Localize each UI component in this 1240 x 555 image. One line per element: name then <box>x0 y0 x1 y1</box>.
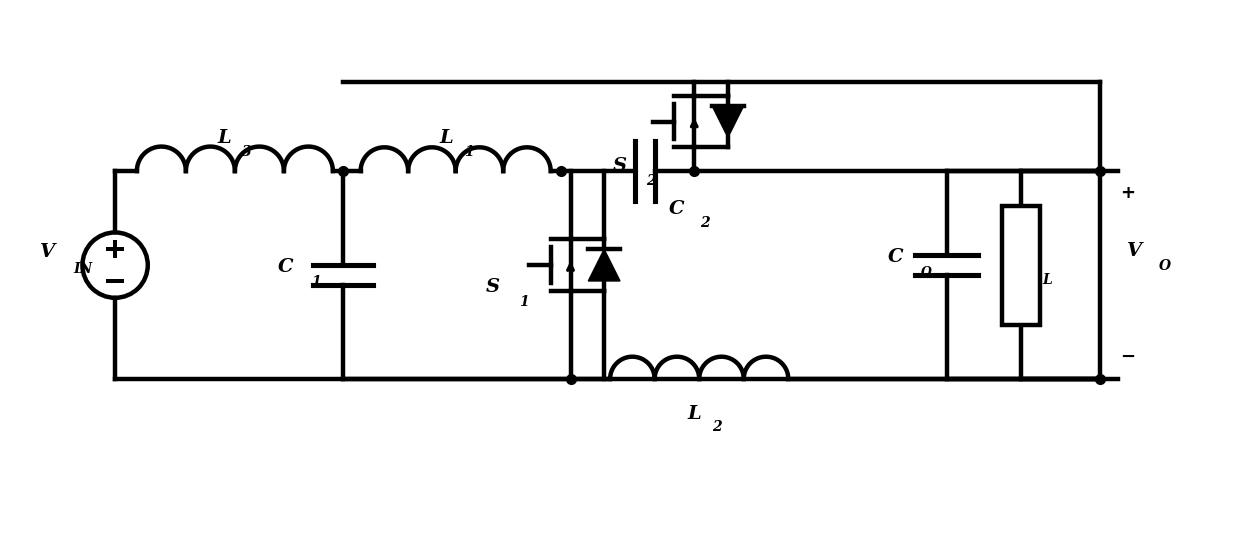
Text: −: − <box>1120 348 1136 366</box>
Text: L: L <box>440 129 454 148</box>
Text: 2: 2 <box>712 421 722 435</box>
Text: S: S <box>486 278 501 296</box>
Text: O: O <box>921 265 931 279</box>
Text: L: L <box>1043 273 1053 287</box>
Text: V: V <box>40 243 56 261</box>
Text: C: C <box>278 258 293 276</box>
Text: L: L <box>687 405 701 422</box>
Text: +: + <box>1121 184 1136 202</box>
Text: 3: 3 <box>242 145 252 159</box>
Text: L: L <box>217 129 231 148</box>
Text: 2: 2 <box>701 215 709 230</box>
Text: O: O <box>1158 259 1171 273</box>
Text: V: V <box>1127 243 1142 260</box>
Text: IN: IN <box>73 262 93 276</box>
Text: 1: 1 <box>311 275 321 289</box>
Text: C: C <box>888 248 903 266</box>
Text: 1: 1 <box>465 145 474 159</box>
Text: 2: 2 <box>646 174 656 188</box>
Text: S: S <box>613 157 627 175</box>
Text: C: C <box>668 200 684 218</box>
Polygon shape <box>712 106 744 138</box>
Polygon shape <box>588 249 620 281</box>
Text: 1: 1 <box>520 295 528 309</box>
Bar <box>1002 206 1040 325</box>
Text: R: R <box>1013 256 1029 274</box>
